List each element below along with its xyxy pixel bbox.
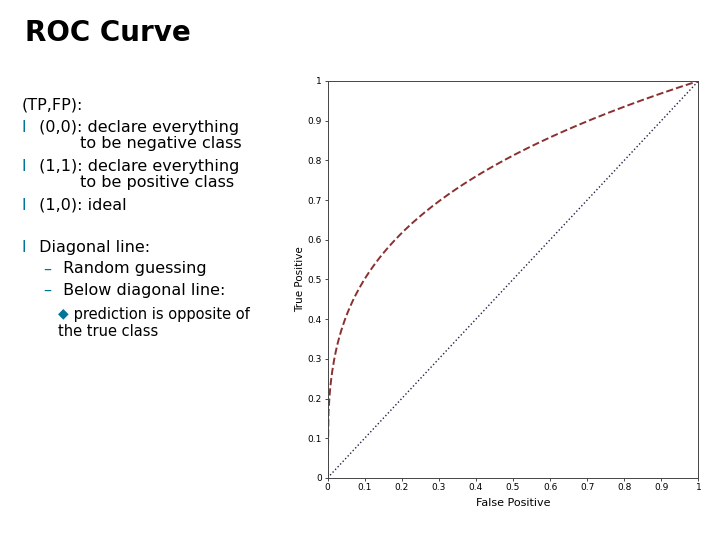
Text: l: l (22, 120, 26, 135)
Text: (1,1): declare everything: (1,1): declare everything (34, 159, 239, 174)
Text: to be positive class: to be positive class (34, 175, 234, 190)
X-axis label: False Positive: False Positive (476, 498, 550, 508)
Text: –: – (43, 283, 51, 298)
Text: the true class: the true class (58, 324, 158, 339)
Text: (0,0): declare everything: (0,0): declare everything (34, 120, 239, 135)
Text: Random guessing: Random guessing (58, 261, 206, 276)
Text: (TP,FP):: (TP,FP): (22, 97, 83, 112)
Text: l: l (22, 159, 26, 174)
Text: ROC Curve: ROC Curve (25, 19, 191, 47)
Text: –: – (43, 261, 51, 276)
Text: (1,0): ideal: (1,0): ideal (34, 198, 127, 213)
Text: prediction is opposite of: prediction is opposite of (69, 307, 250, 322)
Text: to be negative class: to be negative class (34, 136, 241, 151)
Text: l: l (22, 198, 26, 213)
Text: Below diagonal line:: Below diagonal line: (58, 283, 225, 298)
Text: ◆: ◆ (58, 307, 68, 321)
Text: Diagonal line:: Diagonal line: (34, 240, 150, 255)
Y-axis label: True Positive: True Positive (295, 247, 305, 312)
Text: l: l (22, 240, 26, 255)
